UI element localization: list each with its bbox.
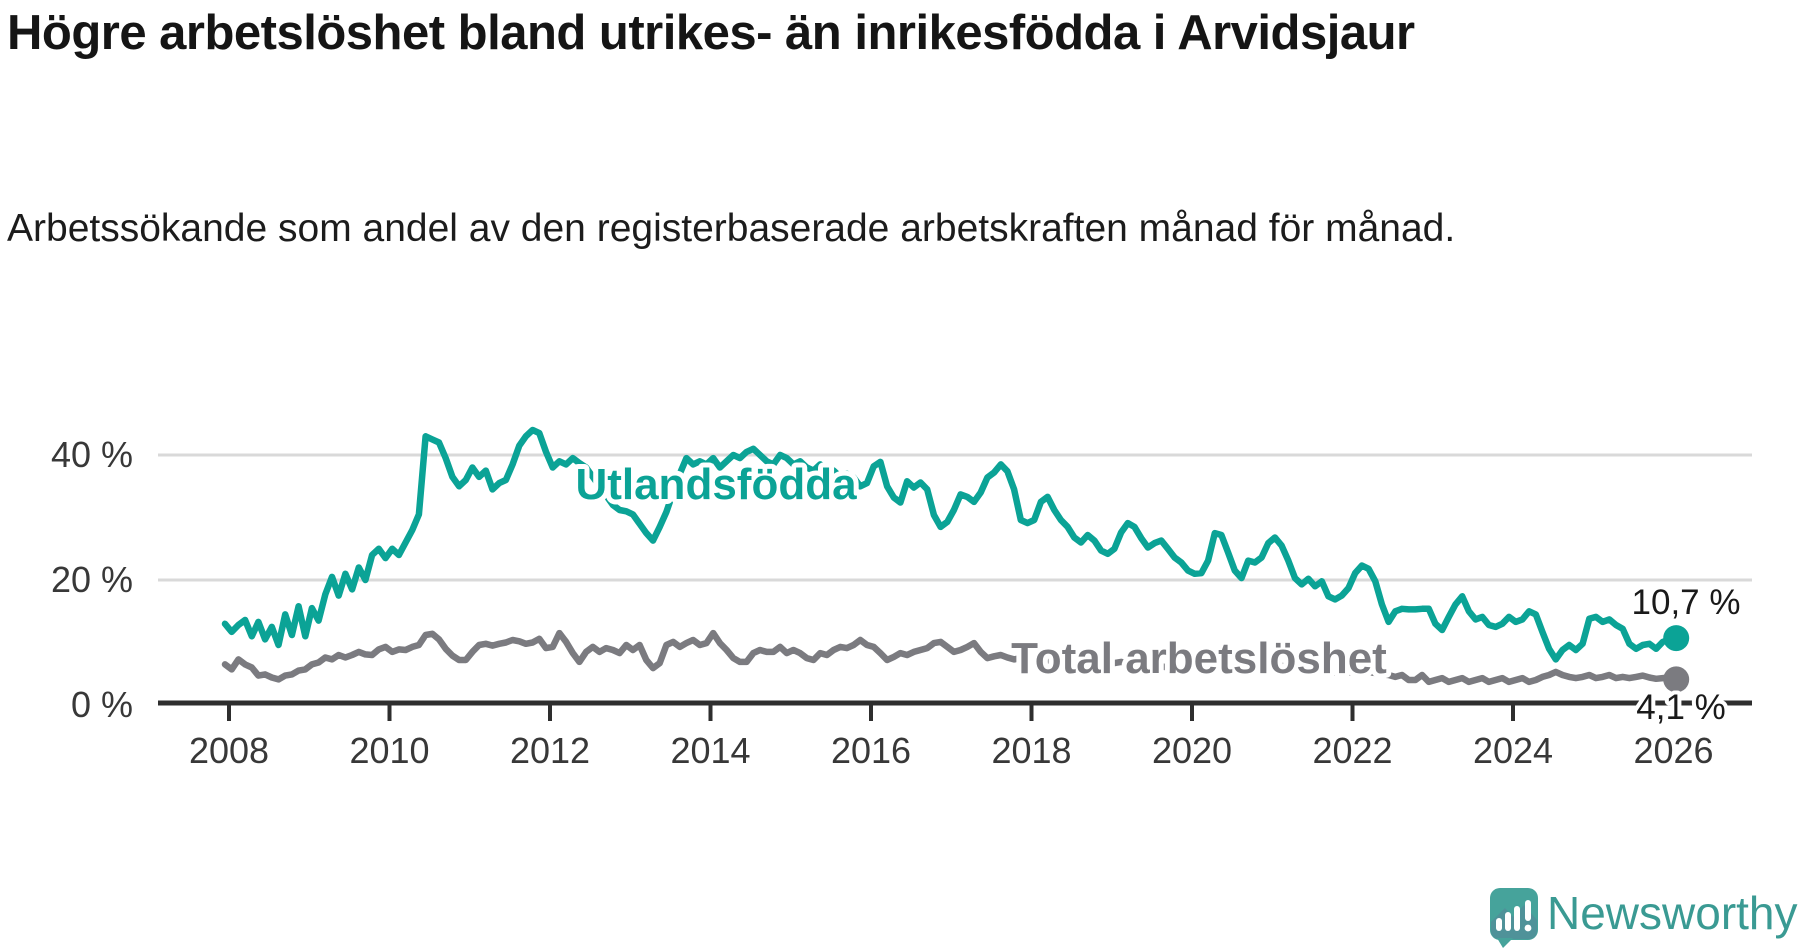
x-tick-label: 2010 <box>349 730 429 771</box>
x-tick-label: 2014 <box>670 730 750 771</box>
series-end-dot-utlandsfodda <box>1663 625 1690 652</box>
y-tick-label: 0 % <box>71 684 133 725</box>
x-tick-label: 2026 <box>1633 730 1713 771</box>
logo-bubble-tail <box>1497 938 1513 948</box>
page-title: Högre arbetslöshet bland utrikes- än inr… <box>7 6 1415 60</box>
x-tick-label: 2022 <box>1312 730 1392 771</box>
series-label-total: Total arbetslöshet <box>1011 634 1387 683</box>
logo-wordmark: Newsworthy <box>1547 887 1798 939</box>
x-axis-ticks <box>227 705 1676 721</box>
x-axis-tick-labels: 2008 2010 2012 2014 2016 2018 2020 2022 2024 2026 <box>189 730 1714 771</box>
chart-subtitle: Arbetssökande som andel av den registerb… <box>7 207 1456 250</box>
x-tick-label: 2024 <box>1473 730 1553 771</box>
end-value-label-total: 4,1 % <box>1636 688 1726 727</box>
y-axis-tick-labels: 0 % 20 % 40 % <box>51 434 133 725</box>
newsworthy-logo: Newsworthy <box>1490 887 1798 948</box>
y-tick-label: 20 % <box>51 559 133 600</box>
series-label-utlandsfodda: Utlandsfödda <box>575 460 857 509</box>
x-tick-label: 2016 <box>831 730 911 771</box>
logo-barchart-icon <box>1496 900 1532 932</box>
series-line-utlandsfodda <box>221 426 1680 663</box>
y-tick-label: 40 % <box>51 434 133 475</box>
x-tick-label: 2008 <box>189 730 269 771</box>
chart-header: Högre arbetslöshet bland utrikes- än inr… <box>7 0 1437 66</box>
gridlines <box>158 453 1752 582</box>
x-tick-label: 2012 <box>510 730 590 771</box>
series-end-dot-total <box>1663 666 1690 693</box>
series-lines <box>221 426 1680 686</box>
end-value-label-utlandsfodda: 10,7 % <box>1632 583 1741 622</box>
x-tick-label: 2018 <box>991 730 1071 771</box>
series-line-total <box>221 629 1680 686</box>
x-tick-label: 2020 <box>1152 730 1232 771</box>
